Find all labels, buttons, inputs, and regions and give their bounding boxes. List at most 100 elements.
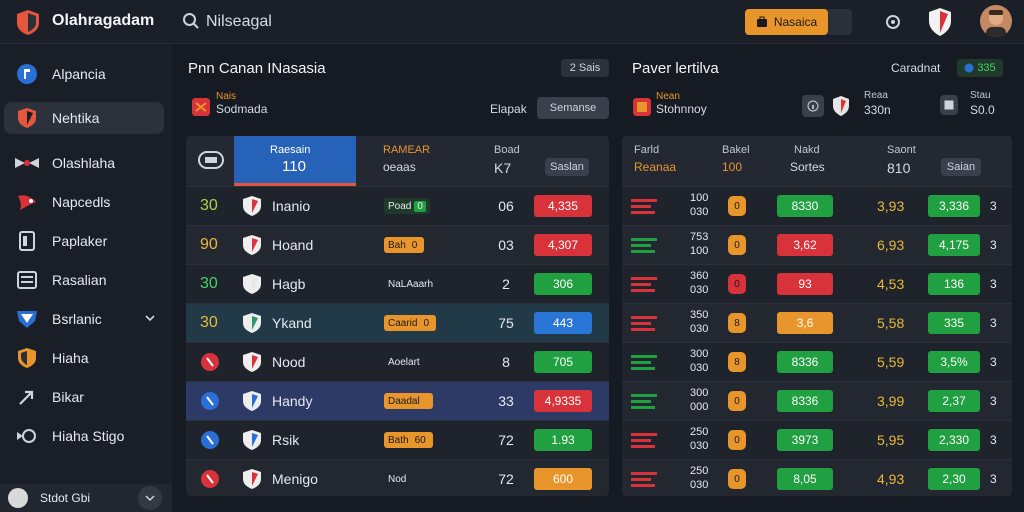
search-icon[interactable]	[182, 12, 200, 30]
table-row[interactable]: Rsik Bath 60 72 1.93	[186, 420, 609, 459]
right-col5-button[interactable]: Saian	[941, 158, 981, 176]
footer-menu-button[interactable]	[138, 486, 162, 510]
user-avatar[interactable]	[980, 5, 1012, 37]
right-panel-label: Caradnat	[891, 61, 941, 75]
table-row[interactable]: 100 030 0 8330 3,93 3,336 3	[622, 186, 1012, 225]
row-end: 3	[990, 238, 997, 252]
value-box-secondary[interactable]: 2,30	[928, 468, 980, 490]
sidebar-item-paplaker[interactable]: Paplaker	[4, 225, 164, 257]
table-row[interactable]: Nood Aoelart 8 705	[186, 342, 609, 381]
value-box[interactable]: 4,307	[534, 234, 592, 256]
table-row[interactable]: 30 Ykand Caarid 0 75 443	[186, 303, 609, 342]
status-badge[interactable]: Caarid 0	[384, 315, 437, 331]
value-box[interactable]: 4,335	[534, 195, 592, 217]
action-button-extension[interactable]	[828, 9, 852, 35]
status-dot: 8	[728, 352, 746, 372]
team-shield-icon[interactable]	[927, 7, 953, 37]
status-badge[interactable]: Bah 0	[384, 237, 425, 253]
value-box[interactable]: 8330	[777, 195, 833, 217]
value-box-secondary[interactable]: 2,37	[928, 390, 980, 412]
value-box[interactable]: 3,6	[777, 312, 833, 334]
status-badge[interactable]: Bath 60	[384, 432, 433, 448]
team-name: Ykand	[272, 315, 312, 331]
sidebar-item-hiaha[interactable]: Hiaha	[4, 342, 164, 374]
value-box[interactable]: 1.93	[534, 429, 592, 451]
value-box[interactable]: 4,9335	[534, 390, 592, 412]
mini-sparkline-icon	[631, 394, 657, 409]
table-row[interactable]: 90 Hoand Bah 0 03 4,307	[186, 225, 609, 264]
value-box[interactable]: 3973	[777, 429, 833, 451]
mini-sparkline-icon	[631, 316, 657, 331]
gallery-button[interactable]	[940, 95, 958, 115]
row-count: 72	[498, 471, 514, 487]
value-box[interactable]: 705	[534, 351, 592, 373]
left-panel-button[interactable]: Semanse	[537, 97, 609, 119]
row-count: 75	[498, 315, 514, 331]
row-count: 2	[502, 276, 510, 292]
table-row[interactable]: Handy Daadal 33 4,9335	[186, 381, 609, 420]
action-button[interactable]: Nasaica	[745, 9, 828, 35]
table-row[interactable]: 250 030 0 8,05 4,93 2,30 3	[622, 459, 1012, 496]
right-col2-top: Bakel	[722, 144, 750, 156]
status-badge[interactable]: Aoelart	[388, 356, 420, 368]
value-box[interactable]: 443	[534, 312, 592, 334]
top-bar: Olahragadam Nasaica	[0, 0, 1024, 44]
table-row[interactable]: Menigo Nod 72 600	[186, 459, 609, 496]
row-price: 4,53	[877, 276, 905, 292]
table-row[interactable]: 300 030 8 8336 5,59 3,5% 3	[622, 342, 1012, 381]
value-box-secondary[interactable]: 3,336	[928, 195, 980, 217]
row-value-bottom: 030	[690, 284, 709, 296]
team-shield-icon	[243, 352, 261, 372]
table-row[interactable]: 360 030 0 93 4,53 136 3	[622, 264, 1012, 303]
status-badge[interactable]: NaLAaarh	[388, 278, 434, 290]
logo-icon[interactable]	[14, 8, 42, 36]
search-input[interactable]	[206, 9, 506, 35]
right-mid-bottom: 330n	[864, 103, 891, 117]
sidebar-item-olashlaha[interactable]: Olashlaha	[4, 147, 164, 179]
sidebar-item-hiaha-stigo[interactable]: Hiaha Stigo	[4, 420, 164, 452]
sidebar-item-alpancia[interactable]: Alpancia	[4, 58, 164, 90]
sidebar-footer[interactable]: Stdot Gbi	[0, 484, 172, 512]
value-box-secondary[interactable]: 4,175	[928, 234, 980, 256]
table-row[interactable]: 250 030 0 3973 5,95 2,330 3	[622, 420, 1012, 459]
value-box[interactable]: 93	[777, 273, 833, 295]
right-panel-badge[interactable]: 335	[957, 59, 1003, 77]
table-row[interactable]: 30 Hagb NaLAaarh 2 306	[186, 264, 609, 303]
value-box-secondary[interactable]: 136	[928, 273, 980, 295]
sidebar-item-bikar[interactable]: Bikar	[4, 381, 164, 413]
left-panel-pill[interactable]: 2 Sais	[561, 59, 609, 77]
table-row[interactable]: 753 100 0 3,62 6,93 4,175 3	[622, 225, 1012, 264]
value-box[interactable]: 600	[534, 468, 592, 490]
table-row[interactable]: 30 Inanio Poad 0 06 4,335	[186, 186, 609, 225]
value-box[interactable]: 3,62	[777, 234, 833, 256]
stadium-icon[interactable]	[198, 148, 224, 172]
value-box-secondary[interactable]: 2,330	[928, 429, 980, 451]
mini-sparkline-icon	[631, 277, 657, 292]
team-shield-icon	[243, 469, 261, 489]
table-row[interactable]: 300 000 0 8336 3,99 2,37 3	[622, 381, 1012, 420]
sidebar-item-rasalian[interactable]: Rasalian	[4, 264, 164, 296]
gear-icon[interactable]	[883, 12, 903, 32]
status-badge[interactable]: Nod	[388, 473, 407, 485]
app-title: Olahragadam	[52, 12, 155, 29]
tab-active[interactable]	[234, 136, 356, 186]
value-box[interactable]: 306	[534, 273, 592, 295]
row-end: 3	[990, 277, 997, 291]
status-badge[interactable]: Poad 0	[384, 198, 430, 214]
sidebar-item-nehtika[interactable]: Nehtika	[4, 102, 164, 134]
sidebar-item-napcedls[interactable]: Napcedls	[4, 186, 164, 218]
document-icon	[19, 231, 35, 251]
status-dot: 0	[728, 391, 746, 411]
sidebar-item-bsrlanic[interactable]: Bsrlanic	[4, 303, 164, 335]
team-shield-icon	[243, 313, 261, 333]
value-box[interactable]: 8336	[777, 390, 833, 412]
chevron-down-icon[interactable]	[144, 312, 156, 324]
value-box[interactable]: 8336	[777, 351, 833, 373]
info-button[interactable]	[802, 95, 824, 117]
value-box-secondary[interactable]: 335	[928, 312, 980, 334]
col4-header-button[interactable]: Saslan	[545, 158, 589, 176]
status-badge[interactable]: Daadal	[384, 393, 433, 409]
table-row[interactable]: 350 030 8 3,6 5,58 335 3	[622, 303, 1012, 342]
value-box[interactable]: 8,05	[777, 468, 833, 490]
value-box-secondary[interactable]: 3,5%	[928, 351, 980, 373]
